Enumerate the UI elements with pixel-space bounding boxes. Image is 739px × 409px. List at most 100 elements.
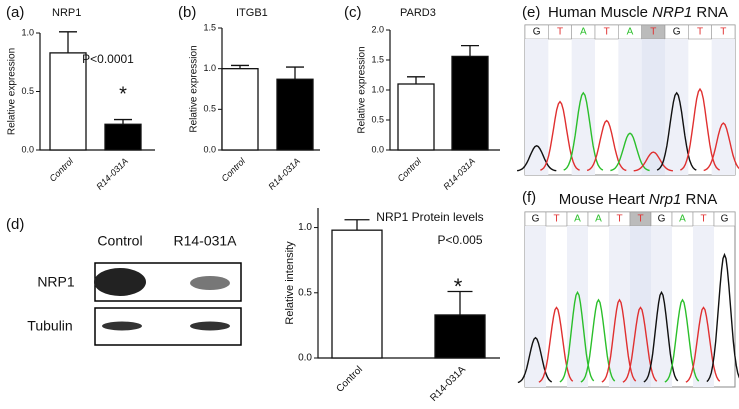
title-part: RNA xyxy=(681,191,717,208)
blot-band xyxy=(190,321,230,331)
x-tick-label: Control xyxy=(334,364,365,395)
base-letter: T xyxy=(604,27,610,38)
base-letter: T xyxy=(700,214,706,225)
lane-label: Control xyxy=(97,233,142,249)
base-shade xyxy=(525,39,549,175)
x-tick-label: R14-031A xyxy=(441,156,477,192)
trace-peak xyxy=(563,91,604,171)
trace-peak xyxy=(656,91,697,171)
bar xyxy=(331,229,383,359)
base-letter: A xyxy=(580,27,587,38)
y-axis-label: Relative expression xyxy=(357,46,368,133)
base-letter: G xyxy=(532,214,540,225)
y-tick-label: 0.5 xyxy=(298,287,312,298)
x-tick-label: R14-031A xyxy=(266,156,302,192)
chart-title: ITGB1 xyxy=(236,7,268,19)
row-label: NRP1 xyxy=(37,274,75,290)
base-letter: G xyxy=(658,214,666,225)
trace-peak xyxy=(633,151,673,172)
chromatogram-title: Human Muscle NRP1 RNA xyxy=(548,4,728,21)
chart-title: NRP1 Protein levels xyxy=(376,210,483,224)
annotation: P<0.0001 xyxy=(82,52,134,66)
base-cell xyxy=(713,211,736,227)
base-shade xyxy=(609,226,630,387)
y-tick-label: 0.0 xyxy=(371,144,384,154)
base-letter: T xyxy=(553,214,559,225)
y-axis-label: Relative intensity xyxy=(284,241,296,325)
panel-label: (e) xyxy=(522,4,540,21)
base-shade xyxy=(641,39,665,175)
base-letter: T xyxy=(697,27,703,38)
chart-title: NRP1 xyxy=(52,7,81,19)
y-tick-label: 1.0 xyxy=(21,27,34,37)
panel-label: (f) xyxy=(522,189,536,206)
y-tick-label: 0.5 xyxy=(203,104,216,114)
base-letter: A xyxy=(595,214,602,225)
title-part: NRP1 xyxy=(652,4,692,21)
y-tick-label: 1.0 xyxy=(371,84,384,94)
base-letter: T xyxy=(650,27,656,38)
bar xyxy=(276,78,314,151)
x-tick-label: Control xyxy=(48,155,76,183)
annotation: * xyxy=(119,83,127,105)
chart-title: PARD3 xyxy=(400,7,436,19)
title-part: RNA xyxy=(692,4,728,21)
base-shade xyxy=(571,39,595,175)
y-tick-label: 1.0 xyxy=(298,222,312,233)
y-tick-label: 1.5 xyxy=(371,54,384,64)
annotation: * xyxy=(454,274,463,299)
base-shade xyxy=(618,39,642,175)
panel-label: (b) xyxy=(178,4,196,21)
base-shade xyxy=(525,226,546,387)
base-shade xyxy=(665,39,689,175)
base-letter: T xyxy=(557,27,563,38)
x-tick-label: Control xyxy=(396,155,424,183)
x-tick-label: R14-031A xyxy=(94,156,130,192)
y-tick-label: 0.0 xyxy=(203,144,216,154)
base-shade xyxy=(567,226,588,387)
trace-peak xyxy=(622,306,658,383)
title-part: Human Muscle xyxy=(548,4,652,21)
base-letter: T xyxy=(616,214,622,225)
trace-peak xyxy=(586,119,627,172)
trace-peak xyxy=(517,336,553,384)
trace-peak xyxy=(540,100,580,171)
row-label: Tubulin xyxy=(27,318,72,334)
lane-label: R14-031A xyxy=(173,233,237,249)
y-tick-label: 2.0 xyxy=(371,24,384,34)
base-shade xyxy=(651,226,672,387)
trace-peak xyxy=(703,122,739,172)
y-tick-label: 1.5 xyxy=(203,22,216,32)
y-axis-label: Relative expression xyxy=(7,48,18,135)
base-letter: A xyxy=(627,27,634,38)
trace-peak xyxy=(680,87,720,171)
y-axis-label: Relative expression xyxy=(189,45,200,132)
panel-label: (c) xyxy=(344,4,362,21)
chromatogram-title: Mouse Heart Nrp1 RNA xyxy=(559,191,717,208)
bar xyxy=(451,55,489,151)
y-tick-label: 0.0 xyxy=(298,353,312,364)
panel-label: (a) xyxy=(6,4,24,21)
base-letter: A xyxy=(574,214,581,225)
title-part: Nrp1 xyxy=(649,191,682,208)
trace-peak xyxy=(516,145,557,172)
y-tick-label: 0.5 xyxy=(21,86,34,96)
bar xyxy=(49,52,87,151)
bar xyxy=(104,123,142,151)
x-tick-label: R14-031A xyxy=(428,364,468,404)
y-tick-label: 1.0 xyxy=(203,63,216,73)
title-part: Mouse Heart xyxy=(559,191,649,208)
trace-peak xyxy=(706,252,739,383)
bar xyxy=(221,68,259,151)
blot-band xyxy=(94,268,146,296)
blot-band xyxy=(190,276,230,290)
base-letter: T xyxy=(720,27,726,38)
blot-band xyxy=(102,321,142,331)
base-letter: T xyxy=(637,214,643,225)
trace-peak xyxy=(538,306,574,383)
bar xyxy=(434,314,486,359)
y-tick-label: 0.5 xyxy=(371,114,384,124)
base-letter: G xyxy=(533,27,541,38)
trace-peak xyxy=(685,306,721,383)
